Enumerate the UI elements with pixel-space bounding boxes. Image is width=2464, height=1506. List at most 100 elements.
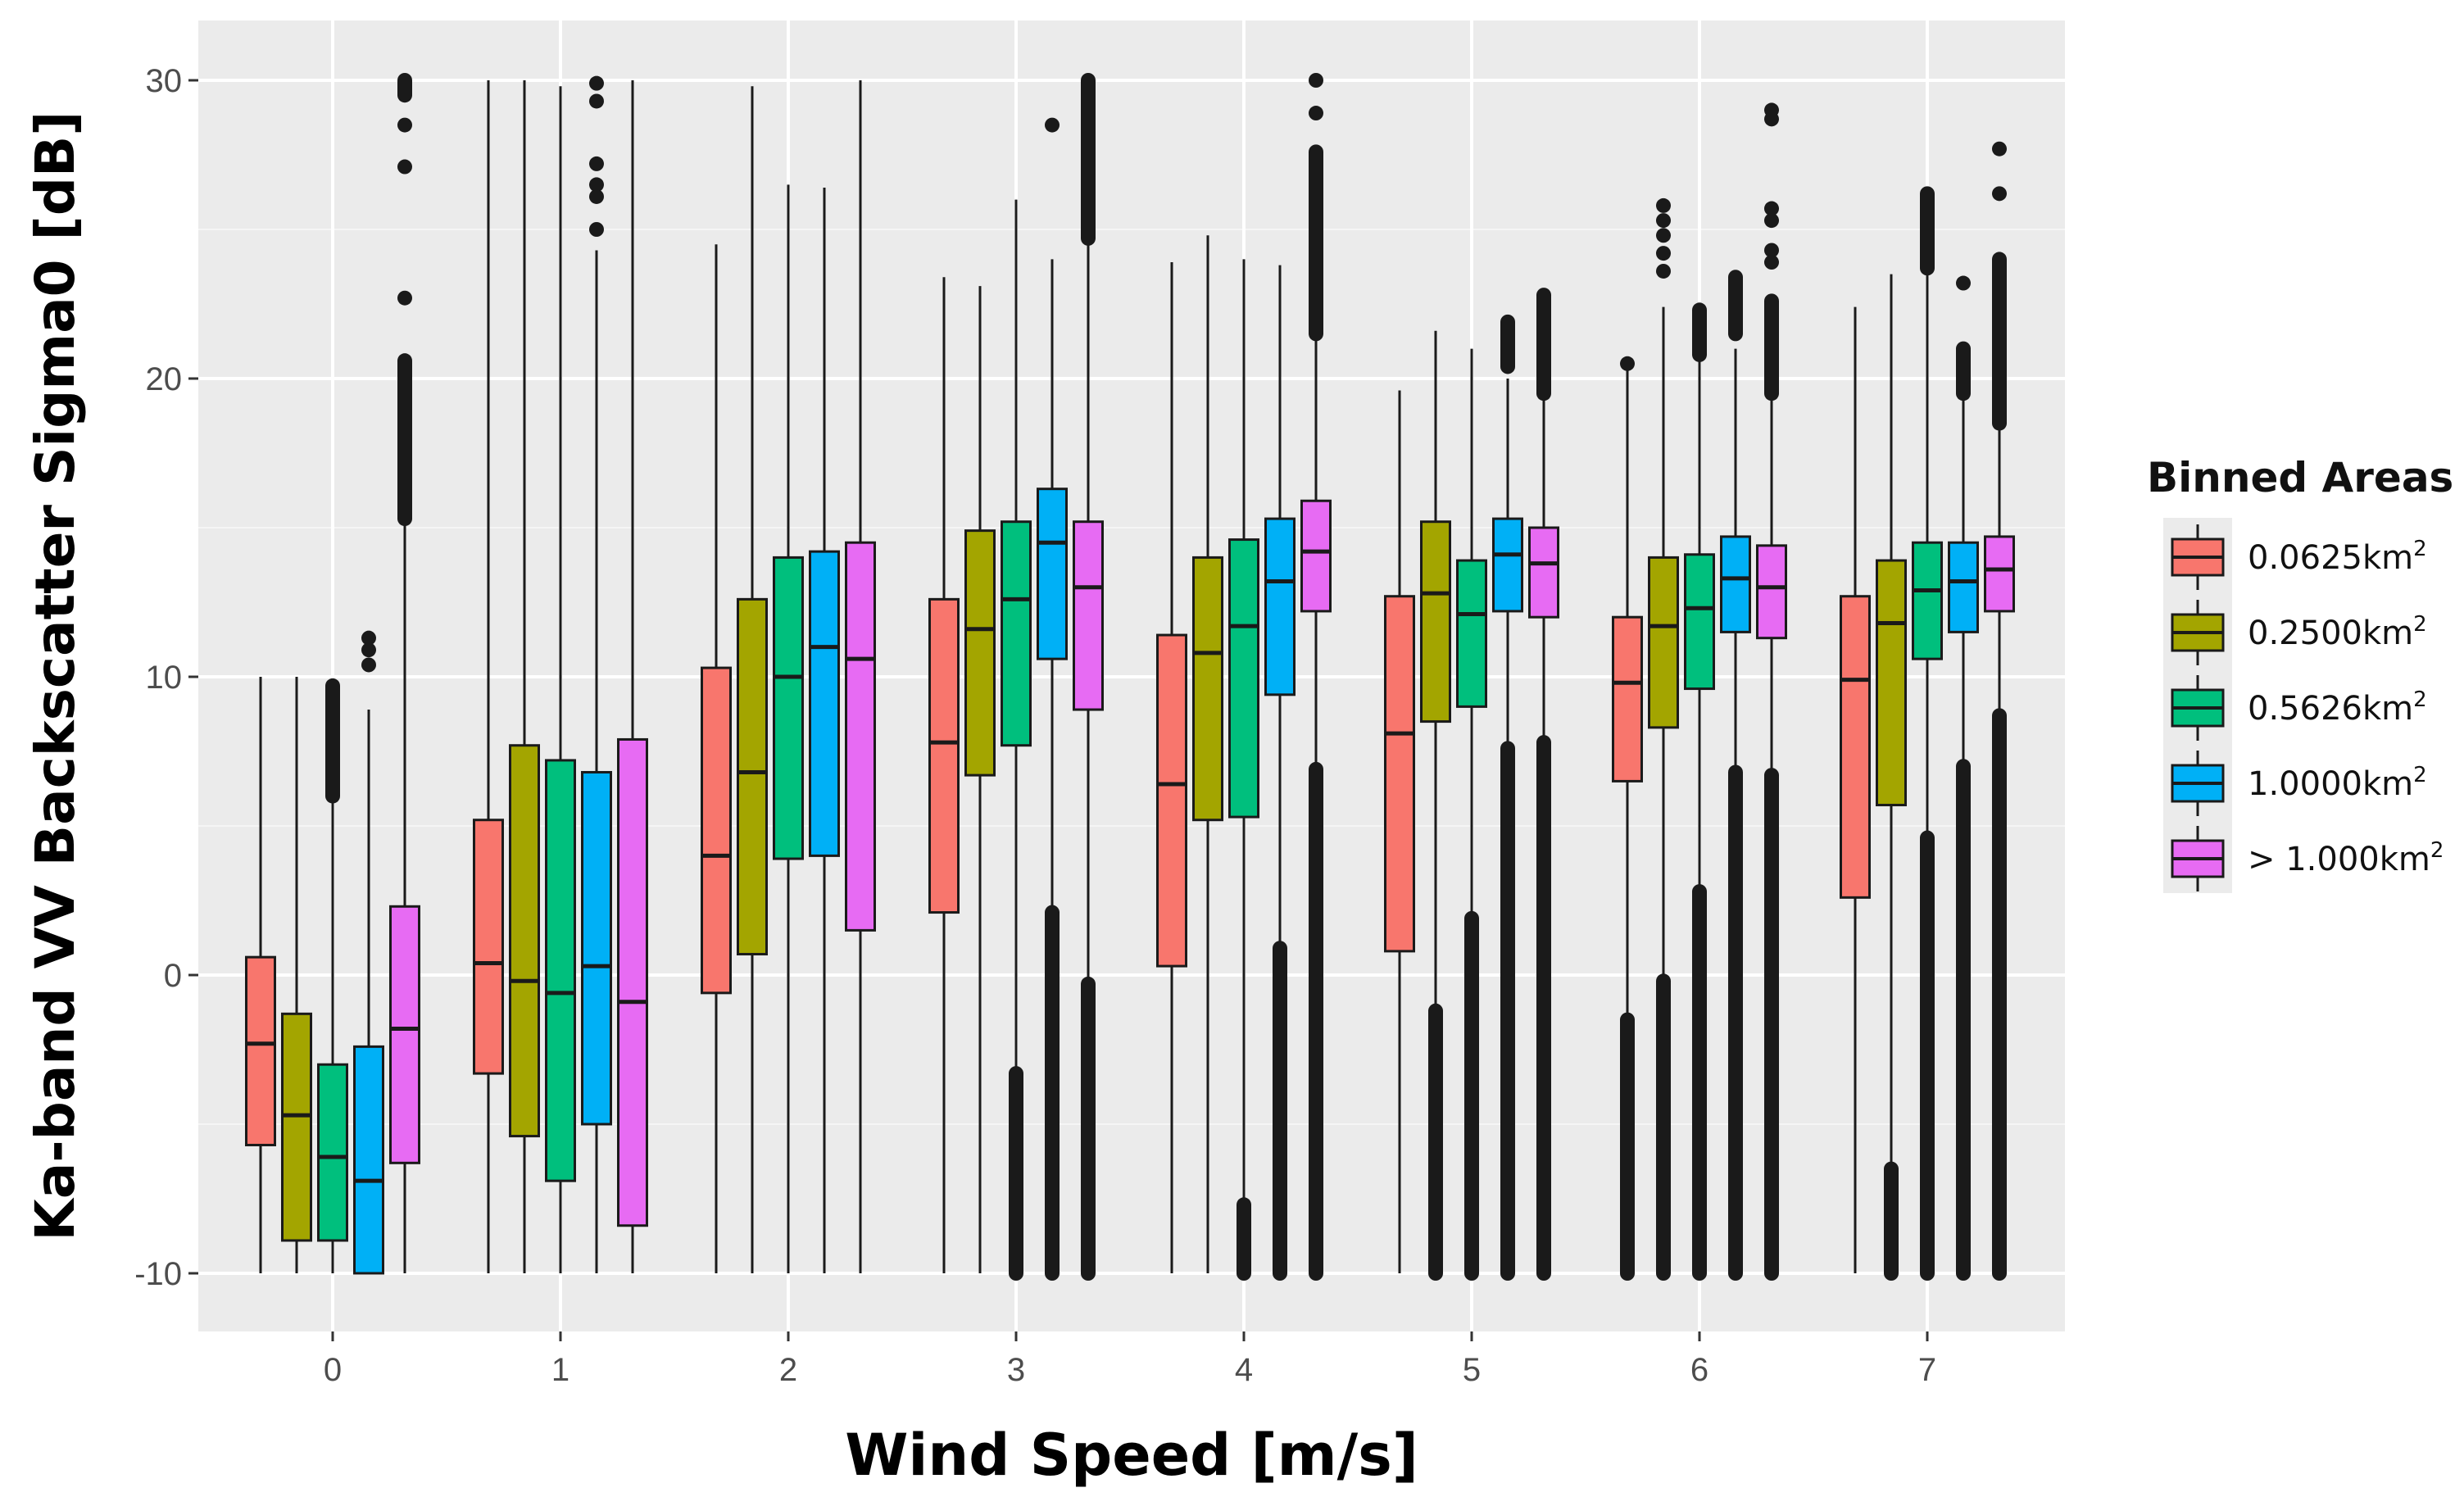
box-group <box>1073 73 1104 1281</box>
legend: Binned Areas 0.0625km2 0.2500km2 0.5626km2… <box>2147 454 2453 893</box>
box <box>845 541 876 932</box>
box <box>509 744 540 1138</box>
box <box>1912 541 1943 660</box>
box-group <box>1192 235 1223 1273</box>
box <box>1528 526 1559 619</box>
outlier-upper <box>1656 246 1671 261</box>
outlier-upper <box>361 630 376 646</box>
box <box>1648 556 1679 729</box>
box <box>809 550 840 857</box>
outlier-upper <box>589 222 604 237</box>
box-group <box>389 73 420 1273</box>
legend-item: > 1.000km2 <box>2171 826 2444 891</box>
y-tick-label: 20 <box>146 361 183 397</box>
box <box>1984 535 2015 613</box>
legend-label: > 1.000km2 <box>2248 838 2444 878</box>
outlier-upper <box>589 156 604 171</box>
box <box>773 556 804 860</box>
box-group <box>1984 141 2015 1281</box>
legend-label: 0.5626km2 <box>2248 687 2427 728</box>
box-group <box>1648 197 1679 1281</box>
outlier-upper <box>1992 186 2007 202</box>
box <box>928 597 960 914</box>
outlier-upper <box>397 117 412 133</box>
box-group <box>581 75 612 1273</box>
box-group <box>1037 117 1068 1281</box>
box-group <box>1876 274 1907 1281</box>
x-axis-title: Wind Speed [m/s] <box>845 1422 1418 1489</box>
outlier-upper <box>1656 197 1671 213</box>
outlier-upper <box>1620 356 1635 371</box>
box <box>353 1045 384 1275</box>
box-group <box>1300 73 1332 1281</box>
box <box>1192 556 1223 822</box>
box-group <box>1492 314 1523 1281</box>
x-tick-label: 0 <box>324 1352 342 1388</box>
x-tick-label: 6 <box>1690 1352 1708 1388</box>
x-tick-label: 1 <box>551 1352 569 1388</box>
box-group <box>1456 348 1487 1281</box>
box <box>1840 595 1871 899</box>
x-tick-label: 7 <box>1918 1352 1936 1388</box>
box-group <box>1156 262 1187 1273</box>
y-tick-label: 0 <box>164 958 182 994</box>
outlier-upper <box>1656 263 1671 279</box>
box <box>317 1063 348 1242</box>
x-tick-label: 5 <box>1463 1352 1481 1388</box>
box-group <box>1912 186 1943 1281</box>
box-group <box>1001 199 1032 1281</box>
box <box>545 759 576 1182</box>
outlier-upper <box>1309 73 1323 88</box>
box <box>1876 559 1907 807</box>
box-group <box>964 286 996 1273</box>
outlier-upper <box>1045 117 1060 133</box>
y-axis-title: Ka-band VV Backscatter Sigma0 [dB] <box>24 111 87 1241</box>
box <box>964 529 996 777</box>
box <box>1756 544 1787 640</box>
box <box>617 737 648 1227</box>
outlier-upper <box>1764 213 1779 229</box>
x-tick-label: 2 <box>779 1352 797 1388</box>
axes: -10 0 10 20 30 0 1 2 3 4 5 6 7 <box>134 63 1936 1388</box>
box-group <box>1612 356 1643 1281</box>
legend-title: Binned Areas <box>2147 454 2453 501</box>
outlier-upper <box>361 642 376 658</box>
outlier-upper <box>1764 255 1779 270</box>
box <box>701 666 732 995</box>
outlier-upper <box>1956 275 1971 291</box>
legend-items: 0.0625km2 0.2500km2 0.5626km2 1.0000km2 > 1.… <box>2163 518 2444 893</box>
box-group <box>473 80 504 1273</box>
x-tick-label: 4 <box>1235 1352 1253 1388</box>
box <box>1948 541 1979 633</box>
box <box>389 905 420 1164</box>
box <box>1456 559 1487 708</box>
box-group <box>1420 330 1451 1281</box>
box <box>581 770 612 1126</box>
box-group <box>509 80 540 1273</box>
box <box>1300 499 1332 613</box>
box <box>1001 520 1032 747</box>
outlier-upper <box>1764 243 1779 258</box>
y-tick-label: 30 <box>146 63 183 99</box>
box <box>1264 517 1296 696</box>
box-group <box>1756 102 1787 1281</box>
box <box>737 597 768 956</box>
outlier-upper <box>361 657 376 673</box>
box <box>245 955 276 1146</box>
box <box>1720 535 1751 633</box>
outlier-upper <box>397 290 412 306</box>
outlier-upper <box>589 188 604 204</box>
outlier-upper <box>1309 106 1323 121</box>
legend-item: 0.0625km2 <box>2171 524 2427 590</box>
outlier-upper <box>1992 141 2007 156</box>
outlier-upper <box>1656 228 1671 243</box>
box-group <box>1840 306 1871 1273</box>
box <box>1492 517 1523 613</box>
box <box>1612 615 1643 782</box>
box <box>281 1012 312 1242</box>
box-group <box>1264 265 1296 1281</box>
box-group <box>1228 259 1259 1281</box>
legend-item: 0.2500km2 <box>2171 600 2427 665</box>
legend-label: 1.0000km2 <box>2248 763 2427 803</box>
